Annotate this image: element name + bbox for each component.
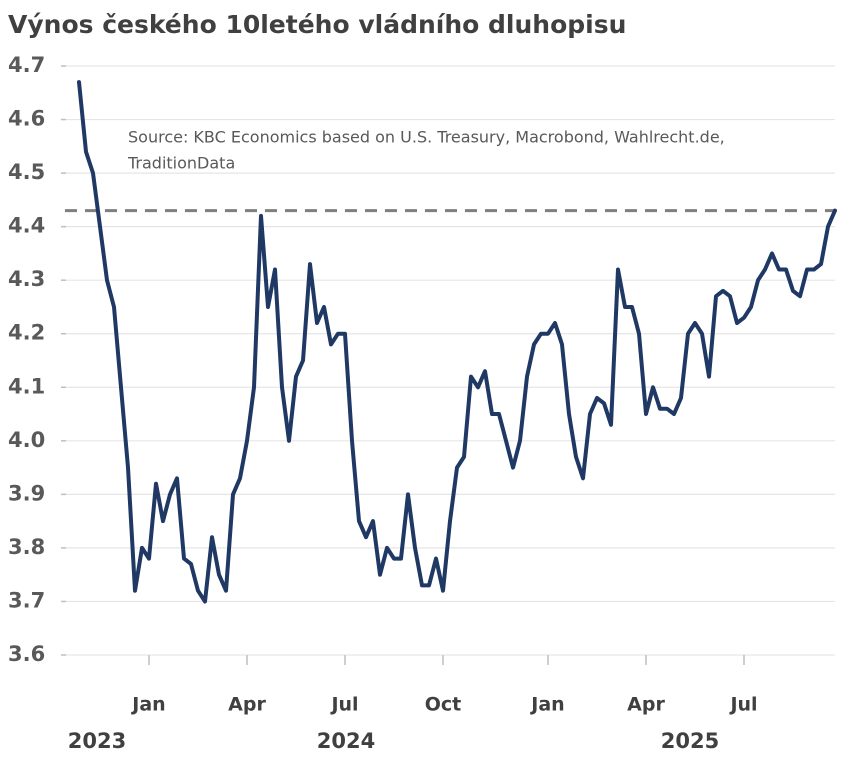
source-note: TraditionData xyxy=(127,154,235,173)
x-tick-label: Jan xyxy=(529,694,564,716)
year-label: 2025 xyxy=(661,729,719,753)
x-tick-label: Jan xyxy=(130,694,165,716)
y-tick-label: 4.5 xyxy=(8,160,45,184)
year-label: 2024 xyxy=(317,729,375,753)
grid xyxy=(65,65,835,656)
y-tick-label: 4.2 xyxy=(8,321,45,345)
y-tick-label: 4.7 xyxy=(8,53,45,77)
source-note: Source: KBC Economics based on U.S. Trea… xyxy=(128,128,725,147)
y-tick-label: 4.4 xyxy=(8,214,45,238)
y-tick-label: 3.6 xyxy=(8,642,45,666)
chart-title: Výnos českého 10letého vládního dluhopis… xyxy=(8,10,626,39)
x-tick-label: Jul xyxy=(728,694,757,716)
y-tick-label: 4.3 xyxy=(8,267,45,291)
y-tick-label: 3.9 xyxy=(8,481,45,505)
y-tick-label: 4.1 xyxy=(8,374,45,398)
y-tick-label: 3.8 xyxy=(8,535,45,559)
y-tick-label: 4.0 xyxy=(8,428,45,452)
x-tick-label: Apr xyxy=(228,694,266,716)
x-tick-label: Jul xyxy=(329,694,358,716)
x-tick-label: Apr xyxy=(627,694,665,716)
y-tick-label: 3.7 xyxy=(8,588,45,612)
y-tick-label: 4.6 xyxy=(8,107,45,131)
data-line xyxy=(77,80,837,604)
x-tick-label: Oct xyxy=(425,694,462,716)
year-label: 2023 xyxy=(68,729,126,753)
